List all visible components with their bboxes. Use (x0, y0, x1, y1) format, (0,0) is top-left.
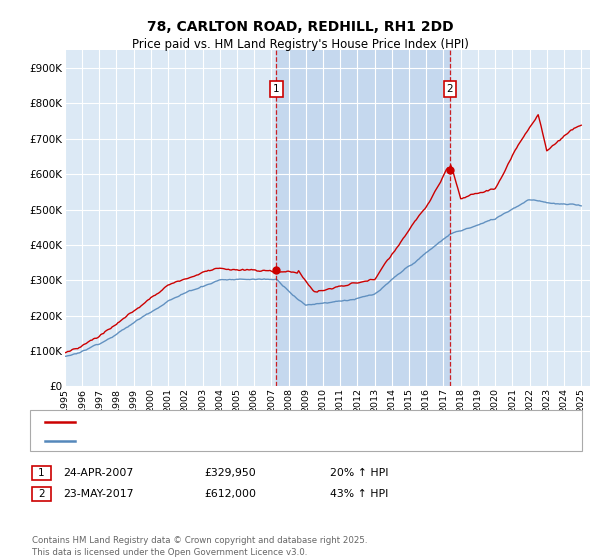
Text: 2: 2 (446, 85, 453, 94)
Bar (277, 50, 450, 386)
Text: 78, CARLTON ROAD, REDHILL, RH1 2DD (semi-detached house): 78, CARLTON ROAD, REDHILL, RH1 2DD (semi… (81, 417, 397, 427)
Text: 23-MAY-2017: 23-MAY-2017 (63, 489, 133, 499)
Text: 24-APR-2007: 24-APR-2007 (63, 468, 133, 478)
Text: 78, CARLTON ROAD, REDHILL, RH1 2DD: 78, CARLTON ROAD, REDHILL, RH1 2DD (146, 20, 454, 34)
Text: £612,000: £612,000 (204, 489, 256, 499)
Text: 1: 1 (273, 85, 280, 94)
Text: Price paid vs. HM Land Registry's House Price Index (HPI): Price paid vs. HM Land Registry's House … (131, 38, 469, 50)
Text: 43% ↑ HPI: 43% ↑ HPI (330, 489, 388, 499)
Text: £329,950: £329,950 (204, 468, 256, 478)
Text: 2: 2 (38, 489, 45, 499)
Text: 20% ↑ HPI: 20% ↑ HPI (330, 468, 389, 478)
Text: HPI: Average price, semi-detached house, Reigate and Banstead: HPI: Average price, semi-detached house,… (81, 436, 403, 446)
Text: 1: 1 (38, 468, 45, 478)
Text: Contains HM Land Registry data © Crown copyright and database right 2025.
This d: Contains HM Land Registry data © Crown c… (32, 536, 367, 557)
